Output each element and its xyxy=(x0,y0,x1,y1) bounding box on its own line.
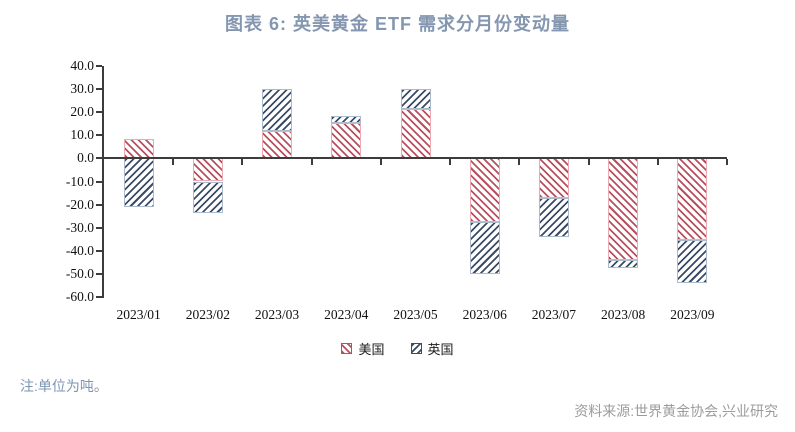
legend-swatch-uk-icon xyxy=(410,342,422,354)
bar-segment-美国 xyxy=(538,158,569,198)
x-axis-tick xyxy=(518,159,521,166)
bar-segment-美国 xyxy=(123,138,154,159)
x-axis-label: 2023/03 xyxy=(254,307,300,322)
x-axis-tick xyxy=(310,159,313,166)
y-axis-tick xyxy=(96,180,102,183)
bar-segment-英国 xyxy=(469,221,500,274)
y-axis-label: 0.0 xyxy=(77,150,94,166)
x-axis-tick xyxy=(379,159,382,166)
bar-segment-美国 xyxy=(331,122,362,159)
bar-segment-英国 xyxy=(538,197,569,237)
x-axis-tick xyxy=(726,159,728,166)
y-axis-tick xyxy=(96,111,102,114)
bar-segment-英国 xyxy=(608,260,639,269)
bar-segment-英国 xyxy=(123,158,154,207)
x-axis-tick xyxy=(587,159,590,166)
y-axis-label: 20.0 xyxy=(70,104,94,120)
y-axis-label: -50.0 xyxy=(65,265,94,281)
y-axis-label: -20.0 xyxy=(65,196,94,212)
bar-segment-英国 xyxy=(192,181,223,213)
bar-segment-美国 xyxy=(400,108,431,159)
y-axis-tick xyxy=(96,226,102,229)
bar-segment-英国 xyxy=(400,89,431,109)
bar-segment-美国 xyxy=(677,158,708,241)
y-axis-tick xyxy=(96,272,102,275)
x-axis-label: 2023/06 xyxy=(462,307,507,322)
y-axis-label: -10.0 xyxy=(65,173,94,189)
x-axis-tick xyxy=(172,159,175,166)
y-axis-label: 10.0 xyxy=(70,127,94,143)
bar-segment-美国 xyxy=(469,158,500,222)
x-axis-label: 2023/01 xyxy=(116,307,161,322)
legend-swatch-us-icon xyxy=(341,342,353,354)
x-axis-label: 2023/02 xyxy=(185,307,230,322)
bar-segment-英国 xyxy=(262,89,293,131)
y-axis-line xyxy=(102,66,104,298)
legend-label: 美国 xyxy=(358,341,385,357)
y-axis-tick xyxy=(96,134,102,137)
bar-segment-美国 xyxy=(608,158,639,261)
x-axis-line xyxy=(102,157,727,160)
chart-title: 图表 6: 英美黄金 ETF 需求分月份变动量 xyxy=(224,14,570,34)
x-axis-tick xyxy=(656,159,659,166)
bar-segment-美国 xyxy=(262,130,293,159)
plot-area: 40.0 30.0 20.0 10.0 0.0 -10.0 -20.0 -30.0 -40.0 -… xyxy=(66,58,728,322)
legend-item-uk: 英国 xyxy=(410,339,454,358)
y-axis-label: -30.0 xyxy=(65,219,94,235)
bar-segment-美国 xyxy=(192,158,223,182)
y-axis-tick xyxy=(96,65,102,67)
x-axis-tick xyxy=(449,159,452,166)
legend-label: 英国 xyxy=(427,341,454,357)
y-axis-tick xyxy=(96,296,102,298)
x-axis-tick xyxy=(241,159,244,166)
legend: 美国 英国 xyxy=(0,338,795,358)
y-axis-tick xyxy=(96,203,102,206)
x-axis-label: 2023/08 xyxy=(601,307,646,322)
x-axis-label: 2023/05 xyxy=(393,307,438,322)
legend-item-us: 美国 xyxy=(341,339,385,358)
y-axis-label: -40.0 xyxy=(65,242,94,258)
x-axis-label: 2023/04 xyxy=(324,307,369,322)
data-source: 资料来源:世界黄金协会,兴业研究 xyxy=(574,403,778,419)
y-axis-label: 30.0 xyxy=(70,81,94,97)
bar-segment-英国 xyxy=(331,115,362,123)
y-axis-tick xyxy=(96,249,102,252)
x-axis-label: 2023/07 xyxy=(531,307,577,322)
y-axis-tick xyxy=(96,88,102,91)
x-axis-label: 2023/09 xyxy=(670,307,715,322)
y-axis-tick xyxy=(96,157,102,160)
y-axis-label: 40.0 xyxy=(70,58,94,73)
y-axis-label: -60.0 xyxy=(65,289,94,304)
bar-segment-英国 xyxy=(677,240,708,284)
unit-note: 注:单位为吨。 xyxy=(20,378,108,394)
